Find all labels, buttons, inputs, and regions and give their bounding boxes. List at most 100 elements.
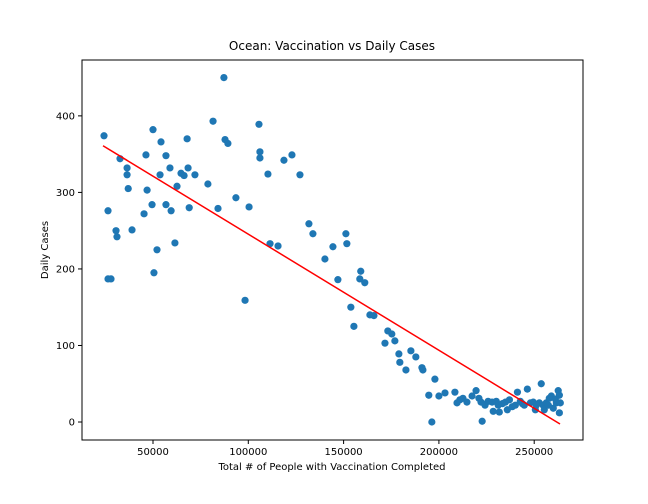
point — [288, 151, 296, 159]
point — [361, 279, 369, 287]
x-tick-label: 200000 — [420, 447, 458, 458]
point — [256, 154, 264, 162]
x-tick-label: 50000 — [137, 447, 169, 458]
y-tick-label: 200 — [56, 264, 75, 275]
point — [142, 151, 150, 159]
point — [357, 267, 365, 275]
point — [220, 74, 228, 82]
point — [184, 164, 192, 172]
point — [478, 417, 486, 425]
point — [428, 418, 436, 426]
point — [280, 156, 288, 164]
point — [209, 117, 217, 125]
point — [407, 347, 415, 355]
point — [148, 201, 156, 209]
point — [156, 171, 164, 179]
point — [124, 184, 132, 193]
point — [321, 255, 329, 263]
point — [441, 389, 449, 397]
point — [232, 194, 240, 202]
point — [495, 408, 503, 416]
point — [370, 312, 378, 320]
x-tick-label: 250000 — [515, 447, 553, 458]
point — [167, 207, 175, 215]
point — [123, 171, 131, 179]
trend-line — [102, 145, 561, 425]
point — [180, 171, 188, 180]
point — [123, 164, 131, 172]
point — [112, 227, 120, 235]
point — [463, 398, 471, 406]
point — [334, 276, 342, 284]
point — [468, 392, 476, 400]
point — [153, 246, 161, 254]
point — [388, 330, 396, 338]
point — [347, 303, 355, 311]
point — [140, 210, 148, 218]
point — [489, 407, 497, 415]
point — [256, 148, 264, 156]
point — [173, 182, 181, 190]
point — [505, 396, 514, 404]
point — [329, 243, 337, 251]
point — [150, 269, 158, 277]
point — [166, 164, 174, 172]
point — [224, 139, 232, 148]
point — [381, 339, 389, 347]
point — [171, 239, 179, 247]
x-axis-label: Total # of People with Vaccination Compl… — [217, 462, 445, 473]
point — [537, 380, 545, 388]
point — [396, 358, 404, 366]
point — [149, 126, 157, 134]
point — [402, 366, 410, 374]
chart-title: Ocean: Vaccination vs Daily Cases — [229, 39, 435, 53]
y-tick-label: 300 — [56, 188, 75, 199]
point — [274, 242, 282, 250]
y-tick-label: 400 — [56, 111, 75, 122]
point — [555, 391, 563, 399]
point — [309, 230, 317, 238]
x-tick-label: 100000 — [229, 447, 267, 458]
point — [305, 220, 313, 228]
y-axis-label: Daily Cases — [40, 221, 51, 279]
point — [162, 201, 170, 209]
point — [431, 375, 439, 383]
point — [395, 350, 403, 358]
point — [143, 186, 151, 194]
point — [191, 171, 199, 179]
point — [264, 170, 272, 178]
point — [296, 171, 304, 179]
point — [162, 152, 170, 160]
y-tick-label: 100 — [56, 341, 75, 352]
point — [451, 388, 459, 396]
point — [549, 404, 557, 412]
point — [128, 226, 136, 234]
point — [204, 180, 212, 188]
point — [425, 391, 433, 399]
point — [556, 399, 564, 407]
point — [435, 392, 443, 400]
point — [412, 353, 420, 361]
y-tick-label: 0 — [69, 418, 75, 429]
plot-frame — [81, 59, 584, 441]
point — [511, 401, 519, 409]
point — [350, 322, 358, 330]
point — [356, 275, 364, 283]
point — [185, 204, 193, 212]
point — [513, 388, 522, 396]
point — [113, 233, 121, 241]
point — [255, 120, 263, 128]
point — [391, 337, 399, 345]
point — [245, 203, 253, 211]
point — [523, 385, 531, 393]
point — [555, 409, 563, 417]
point — [104, 207, 112, 215]
point — [472, 387, 480, 395]
point — [241, 296, 249, 304]
point — [183, 135, 191, 143]
point — [419, 366, 427, 374]
x-tick-label: 150000 — [325, 447, 363, 458]
point — [214, 204, 222, 213]
